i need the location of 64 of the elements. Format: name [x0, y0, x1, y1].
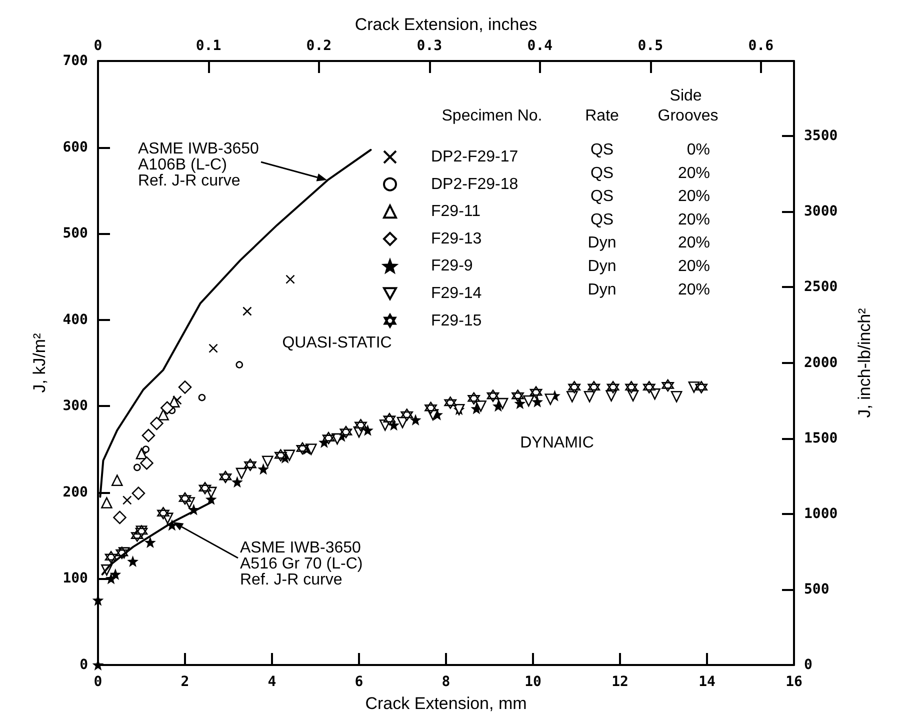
annotation: QS: [590, 211, 614, 228]
x2-axis-title: Crack Extension, inches: [354, 15, 538, 34]
legend-label: F29-9: [431, 258, 473, 275]
x-tick-label: 16: [786, 674, 802, 690]
y2-tick-label: 500: [804, 581, 830, 598]
legend-label: F29-14: [431, 285, 482, 302]
x-tick-label: 6: [354, 674, 364, 690]
legend-label: DP2-F29-18: [431, 176, 518, 193]
annotation: Side Grooves: [658, 88, 718, 124]
y-tick-label: 700: [62, 53, 88, 69]
y-tick-label: 0: [80, 657, 88, 673]
annotation: 0%: [686, 142, 710, 158]
x2-tick-label: 0.2: [306, 38, 332, 54]
y2-tick-label: 2500: [804, 279, 838, 296]
x2-tick-label: 0.1: [196, 38, 222, 54]
y2-tick-label: 2000: [804, 354, 838, 371]
x-tick-label: 8: [442, 674, 450, 690]
y2-tick-label: 1000: [804, 506, 838, 522]
annotation: QS: [590, 164, 614, 182]
x-axis-title: Crack Extension, mm: [365, 694, 527, 713]
legend-label: F29-13: [431, 230, 482, 248]
x-tick-label: 12: [612, 674, 628, 690]
annotation: QS: [590, 188, 614, 206]
annotation: ASME IWB-3650 A106B (L-C) Ref. J-R curve: [138, 140, 260, 190]
annotation: 20%: [678, 164, 710, 182]
y-tick-label: 500: [62, 226, 88, 242]
y-axis-title: J, kJ/m²: [30, 332, 49, 393]
annotation: 20%: [678, 188, 710, 206]
legend-label: F29-15: [431, 312, 482, 330]
annotation: Rate: [585, 108, 619, 124]
annotation: QUASI-STATIC: [282, 334, 392, 352]
annotation: QS: [590, 142, 614, 158]
y-tick-label: 300: [62, 398, 88, 414]
y-tick-label: 200: [62, 484, 88, 500]
x-tick-label: 2: [180, 674, 190, 690]
annotation: Dyn: [588, 258, 616, 275]
annotation: Dyn: [588, 281, 616, 298]
annotation: Specimen No.: [442, 108, 542, 124]
annotation: 20%: [678, 211, 710, 228]
x2-tick-label: 0.3: [416, 38, 442, 54]
y-tick-label: 400: [62, 312, 88, 328]
y2-tick-label: 3000: [804, 204, 838, 220]
y2-tick-label: 0: [804, 657, 812, 673]
x2-tick-label: 0.4: [527, 38, 553, 54]
annotation: 20%: [678, 281, 710, 298]
y-tick-label: 100: [62, 570, 88, 587]
y2-axis-title: J, inch-lb/inch²: [855, 308, 874, 418]
annotation: ASME IWB-3650 A516 Gr 70 (L-C) Ref. J-R curve: [240, 540, 363, 588]
x2-tick-label: 0: [94, 38, 102, 54]
x-tick-label: 0: [94, 674, 102, 690]
x2-tick-label: 0.6: [748, 38, 774, 54]
x2-tick-label: 0.5: [638, 38, 664, 54]
y2-tick-label: 3500: [804, 128, 838, 144]
x-tick-label: 10: [524, 674, 542, 690]
annotation: 20%: [678, 234, 710, 252]
legend-label: DP2-F29-17: [431, 148, 518, 166]
annotation: DYNAMIC: [520, 434, 594, 452]
x-tick-label: 4: [268, 674, 276, 690]
legend-label: F29-11: [431, 203, 481, 220]
y2-tick-label: 1500: [804, 430, 838, 446]
y-tick-label: 600: [62, 139, 88, 156]
annotation: 20%: [678, 258, 710, 275]
annotation: Dyn: [588, 234, 616, 252]
x-tick-label: 14: [698, 674, 716, 690]
